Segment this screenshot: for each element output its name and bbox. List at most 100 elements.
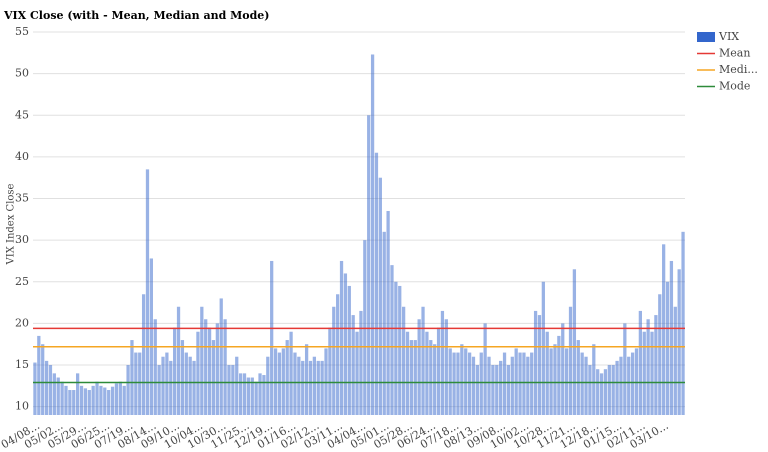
bar <box>588 365 592 415</box>
bar <box>603 369 608 415</box>
bar <box>149 258 153 415</box>
bar <box>33 362 37 415</box>
bar <box>386 211 390 415</box>
bar <box>541 281 545 415</box>
bar <box>510 356 514 415</box>
bar <box>273 348 278 415</box>
bar <box>262 375 266 415</box>
bar <box>227 365 231 415</box>
bar <box>553 344 557 415</box>
bar <box>382 231 386 415</box>
bar <box>530 352 534 415</box>
bar <box>231 365 235 415</box>
y-tick-label: 45 <box>15 108 29 121</box>
bar <box>103 387 107 415</box>
bar <box>533 310 538 415</box>
bar <box>79 385 84 415</box>
bar <box>173 327 177 415</box>
bar <box>596 369 600 415</box>
y-tick-label: 20 <box>15 316 29 329</box>
y-tick-label: 25 <box>15 275 29 288</box>
bar <box>576 340 580 415</box>
bar <box>204 319 208 415</box>
bar <box>642 331 646 415</box>
bar <box>250 377 254 415</box>
bar <box>557 335 561 415</box>
bar <box>130 340 134 415</box>
bar <box>506 365 511 415</box>
bar <box>378 177 382 415</box>
bar <box>487 356 491 415</box>
bar <box>266 356 270 415</box>
bar <box>479 352 483 415</box>
bar <box>301 360 305 415</box>
bar <box>138 352 142 415</box>
bar <box>258 373 262 415</box>
bar <box>320 360 324 415</box>
bar <box>332 306 336 415</box>
bar <box>83 388 88 415</box>
bar <box>176 306 181 415</box>
bar <box>188 356 192 415</box>
bar <box>60 381 64 415</box>
bar <box>502 352 507 415</box>
bar <box>304 344 309 415</box>
bar <box>673 306 677 415</box>
bar <box>37 335 41 415</box>
bar <box>650 331 654 415</box>
bar <box>409 340 414 415</box>
bar <box>607 365 611 415</box>
bar <box>623 323 627 415</box>
bar <box>359 310 363 415</box>
y-tick-label: 30 <box>15 233 29 246</box>
y-tick-label: 35 <box>15 192 29 205</box>
bar <box>91 385 95 415</box>
bar <box>110 386 115 415</box>
bar <box>390 265 394 415</box>
bar <box>239 373 243 415</box>
y-tick-label: 10 <box>15 400 29 413</box>
bar <box>87 390 91 415</box>
bar <box>429 340 433 415</box>
bar <box>277 352 282 415</box>
bar <box>526 356 530 415</box>
chart-title: VIX Close (with - Mean, Median and Mode) <box>3 9 270 22</box>
bar <box>440 310 445 415</box>
bar <box>308 360 313 415</box>
bar <box>200 306 204 415</box>
bar <box>157 365 161 415</box>
y-axis-label: VIX Index Close <box>6 183 17 265</box>
bar <box>118 381 122 415</box>
bar <box>56 377 60 415</box>
bar <box>514 348 518 415</box>
bar <box>561 323 565 415</box>
bar <box>627 356 631 415</box>
bar <box>611 365 615 415</box>
bar <box>417 319 421 415</box>
bar <box>646 319 650 415</box>
bar <box>599 373 604 415</box>
bar <box>413 340 417 415</box>
bar <box>665 281 670 415</box>
bar <box>161 356 165 415</box>
bar <box>537 315 542 415</box>
bar <box>126 365 130 415</box>
bar <box>370 54 375 415</box>
bar <box>495 365 499 415</box>
bar <box>367 115 371 416</box>
bar <box>394 281 398 415</box>
bar <box>336 294 340 415</box>
bar <box>592 344 596 415</box>
bar <box>662 244 666 415</box>
bar <box>122 385 126 415</box>
bar <box>316 360 320 415</box>
bar <box>681 231 685 415</box>
bar <box>114 383 119 415</box>
bar <box>351 315 355 415</box>
bar <box>165 352 169 415</box>
bar <box>52 373 56 415</box>
bar <box>363 240 367 415</box>
bar <box>285 340 289 415</box>
bar <box>467 352 472 415</box>
